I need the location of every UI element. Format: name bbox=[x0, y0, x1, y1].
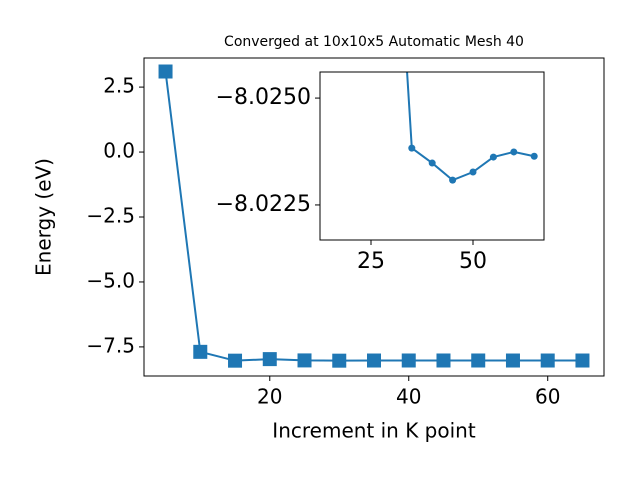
data-point bbox=[575, 353, 590, 368]
data-point bbox=[228, 353, 243, 368]
data-point bbox=[367, 353, 381, 368]
data-point bbox=[469, 168, 477, 176]
data-point bbox=[471, 353, 486, 368]
y-tick-label: −5.0 bbox=[86, 268, 135, 292]
x-tick-label: 50 bbox=[459, 249, 487, 274]
plot-area bbox=[320, 72, 544, 240]
x-tick-label: 60 bbox=[535, 385, 560, 409]
x-tick-label: 40 bbox=[396, 385, 421, 409]
y-tick-label: −8.0225 bbox=[216, 192, 311, 217]
x-tick-label: 25 bbox=[357, 249, 385, 274]
axes-frame bbox=[319, 71, 545, 241]
data-point bbox=[505, 353, 520, 368]
data-point bbox=[510, 148, 518, 156]
data-point bbox=[540, 353, 555, 368]
y-axis-label: Energy (eV) bbox=[32, 158, 56, 276]
y-tick-label: 2.5 bbox=[103, 74, 135, 98]
x-tick-label: 20 bbox=[257, 385, 282, 409]
plot-clip bbox=[158, 64, 590, 368]
x-axis-label: Increment in K point bbox=[272, 419, 476, 443]
data-point bbox=[193, 344, 208, 359]
plot-clip bbox=[406, 72, 538, 184]
data-point bbox=[428, 159, 436, 167]
data-point bbox=[332, 353, 347, 368]
chart-title: Converged at 10x10x5 Automatic Mesh 40 bbox=[224, 34, 524, 50]
data-point bbox=[530, 152, 538, 160]
data-point bbox=[489, 153, 497, 161]
data-point bbox=[408, 144, 416, 152]
data-point bbox=[436, 353, 451, 368]
y-tick-label: −7.5 bbox=[86, 333, 135, 357]
y-tick-label: 0.0 bbox=[103, 139, 135, 163]
data-point bbox=[401, 353, 416, 368]
y-tick-label: −2.5 bbox=[86, 204, 135, 228]
y-tick-label: −8.0250 bbox=[216, 85, 311, 110]
data-point bbox=[449, 176, 457, 184]
data-point bbox=[297, 353, 312, 368]
data-point bbox=[262, 352, 277, 367]
data-line bbox=[406, 72, 535, 182]
data-point bbox=[158, 64, 173, 79]
